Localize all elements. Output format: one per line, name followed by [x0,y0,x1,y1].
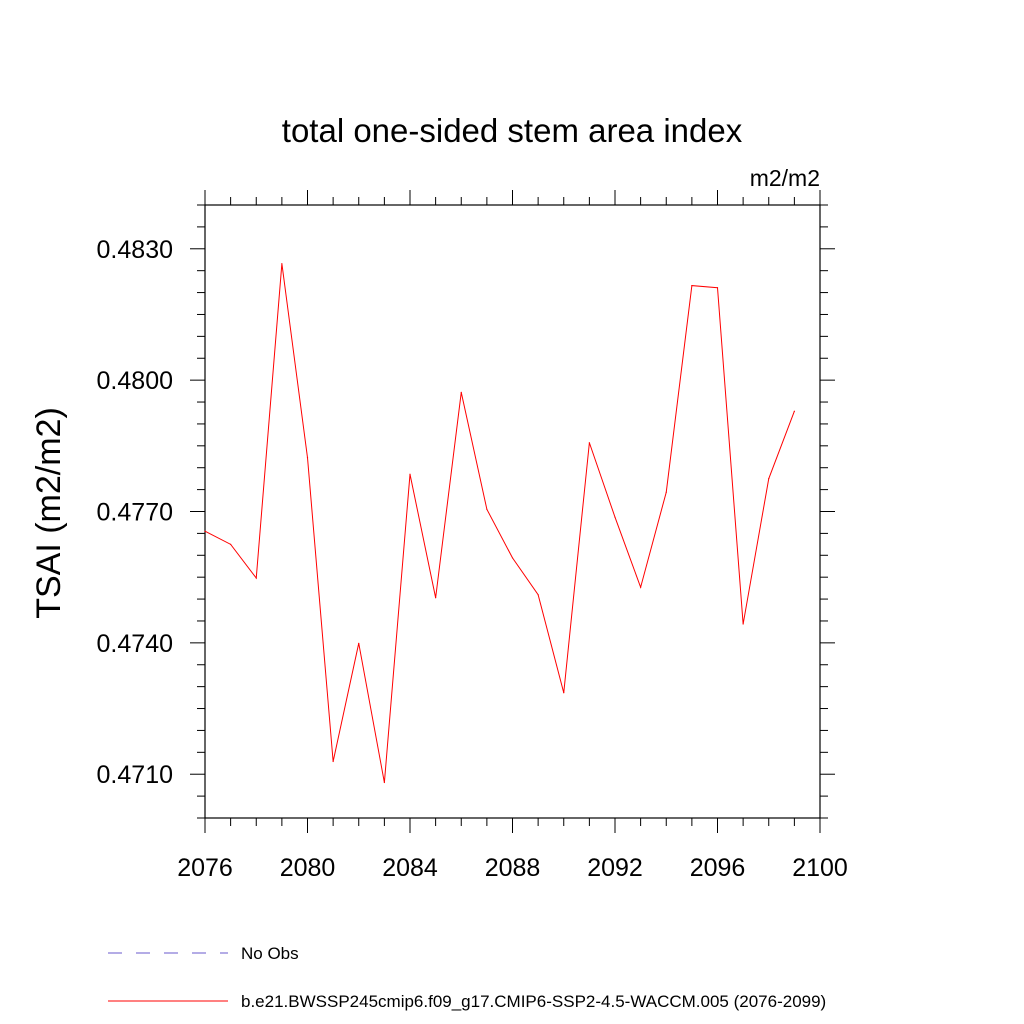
series-point [486,508,488,510]
series-point [460,391,462,394]
x-tick-label: 2080 [280,854,336,882]
legend-label-model: b.e21.BWSSP245cmip6.f09_g17.CMIP6-SSP2-4… [241,992,826,1011]
series-layer [204,263,795,784]
y-tick-label: 0.4710 [97,761,173,789]
axis-ticks [190,190,835,833]
series-point [409,473,411,475]
series-point [691,284,693,287]
series-point [255,577,257,579]
series-point [742,623,744,625]
series-point [511,557,514,559]
x-tick-label: 2084 [382,854,438,882]
series-point [793,410,795,412]
y-axis-label: TSAI (m2/m2) [30,407,68,619]
x-tick-label: 2100 [792,854,848,882]
legend-label-no-obs: No Obs [241,944,299,963]
series-line [204,263,795,783]
x-tick-label: 2096 [690,854,746,882]
series-point [588,442,590,444]
series-point [306,457,309,459]
x-tick-label: 2092 [587,854,643,882]
series-point [537,594,539,596]
series-point [281,263,283,265]
series-point [435,597,437,599]
x-tick-label: 2088 [485,854,541,882]
series-point [358,642,360,644]
series-point [230,543,232,545]
legend: No Obs b.e21.BWSSP245cmip6.f09_g17.CMIP6… [108,944,826,1011]
series-point [640,586,642,588]
series-point [332,760,334,763]
x-tick-labels: 2076 2080 2084 2088 2092 2096 2100 [177,854,848,882]
units-label: m2/m2 [750,165,820,191]
series-point [665,491,667,493]
series-point [768,478,770,480]
plot-frame [204,204,821,819]
x-tick-label: 2076 [177,854,233,882]
series-point [614,516,616,518]
y-tick-label: 0.4830 [97,236,173,264]
series-point [204,530,206,532]
y-tick-labels: 0.4710 0.4740 0.4770 0.4800 0.4830 [97,236,173,789]
chart-title: total one-sided stem area index [282,112,743,149]
y-tick-label: 0.4800 [97,367,173,395]
y-tick-label: 0.4770 [97,499,173,527]
series-point [383,781,385,784]
y-tick-label: 0.4740 [97,630,173,658]
series-point [563,692,565,694]
series-point [716,287,719,289]
